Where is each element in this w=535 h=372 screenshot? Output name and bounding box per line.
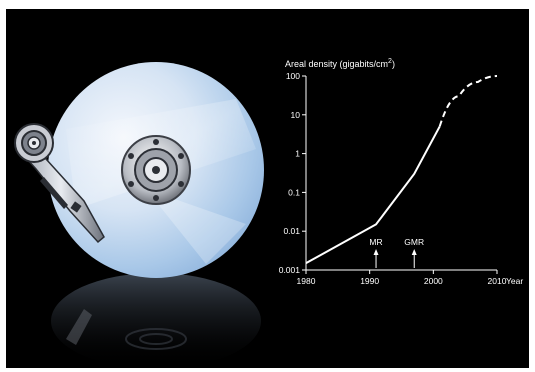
y-axis-label-main: Areal density (gigabits/cm: [285, 59, 388, 69]
y-tick-label: 0.1: [288, 187, 300, 197]
y-tick-label: 100: [286, 71, 300, 81]
y-tick-label: 0.01: [283, 226, 300, 236]
x-tick-label: 2000: [424, 276, 443, 286]
figure-panel: Areal density (gigabits/cm2) 100 10 1 0.1 0.…: [6, 9, 529, 368]
annotation-label: GMR: [404, 237, 424, 247]
y-axis-label: Areal density (gigabits/cm2): [285, 58, 395, 69]
arrow-up-icon: [411, 249, 417, 255]
historical-trend-line: [305, 126, 441, 265]
y-axis-label-superscript: 2: [388, 58, 392, 65]
hard-disk-illustration: [14, 62, 264, 368]
arrow-up-icon: [373, 249, 379, 255]
x-axis-label: Year: [506, 276, 523, 286]
density-chart: Areal density (gigabits/cm2) 100 10 1 0.1 0.…: [279, 58, 524, 286]
x-tick-label: 1980: [297, 276, 316, 286]
y-tick-label: 1: [295, 149, 300, 159]
spindle-hub: [121, 135, 191, 205]
x-tick-label: 2010: [488, 276, 507, 286]
figure-svg: Areal density (gigabits/cm2) 100 10 1 0.1 0.…: [14, 58, 524, 368]
read-write-arm-illustration: [14, 123, 105, 244]
platter-reflection-illustration: [51, 273, 261, 368]
y-tick-label: 10: [291, 110, 301, 120]
y-tick-label: 0.001: [279, 265, 301, 275]
y-axis-label-tail: ): [392, 59, 395, 69]
x-tick-label: 1990: [360, 276, 379, 286]
projected-trend-line: [438, 75, 498, 127]
annotation-label: MR: [369, 237, 382, 247]
